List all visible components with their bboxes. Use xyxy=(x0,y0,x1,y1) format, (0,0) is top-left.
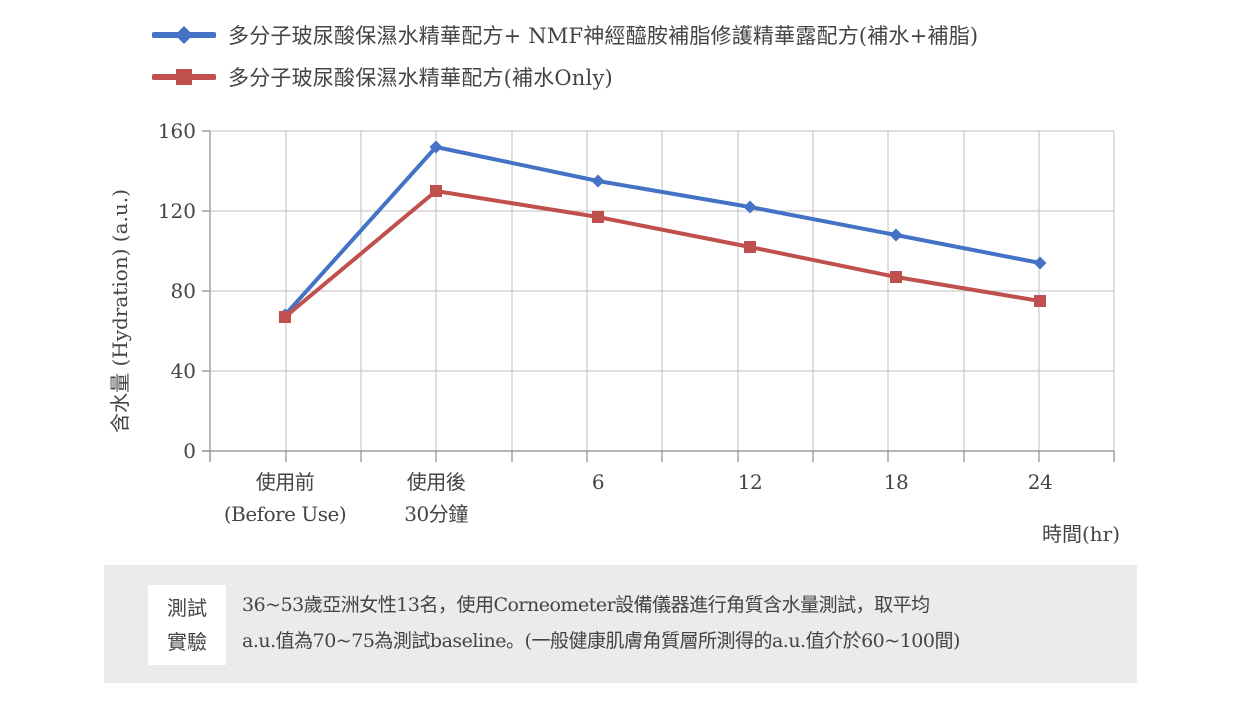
y-tick-label: 0 xyxy=(183,439,196,463)
test-note-line-2: a.u.值為70~75為測試baseline。(一般健康肌膚角質層所測得的a.u… xyxy=(242,630,960,652)
legend-swatch-series-1 xyxy=(152,26,216,44)
legend-label-series-2: 多分子玻尿酸保濕水精華配方(補水Only) xyxy=(228,66,613,90)
x-tick-label: 使用後 xyxy=(407,470,466,494)
x-tick-label: 12 xyxy=(738,470,762,494)
test-note-line-1: 36~53歲亞洲女性13名，使用Corneometer設備儀器進行角質含水量測試… xyxy=(242,594,930,616)
series-1-point xyxy=(743,200,757,214)
legend-item-series-1: 多分子玻尿酸保濕水精華配方+ NMF神經醯胺補脂修護精華露配方(補水+補脂) xyxy=(152,14,978,56)
series-1-point xyxy=(591,174,605,188)
x-tick-label: 24 xyxy=(1028,470,1052,494)
y-tick-label: 80 xyxy=(171,279,196,303)
series-2-point xyxy=(430,185,442,197)
series-2-point xyxy=(744,241,756,253)
test-note-tag-line-1: 測試 xyxy=(167,596,207,620)
y-tick-label: 120 xyxy=(158,199,196,223)
x-tick-label: 30分鐘 xyxy=(404,502,468,526)
legend-label-series-1: 多分子玻尿酸保濕水精華配方+ NMF神經醯胺補脂修護精華露配方(補水+補脂) xyxy=(228,24,979,48)
line-chart: 0 40 80 120 160 使用前 (Before Use) 使用後 30分鐘 6 12 18 24… xyxy=(108,119,1120,546)
y-tick-label: 160 xyxy=(158,119,196,143)
series-2-line xyxy=(283,189,1042,319)
x-tick-label: 使用前 xyxy=(256,470,315,494)
series-2-point xyxy=(890,271,902,283)
test-note-tag: 測試 實驗 xyxy=(148,585,226,665)
x-tick-label: (Before Use) xyxy=(224,502,346,526)
series-2-point xyxy=(592,211,604,223)
y-tick-label: 40 xyxy=(171,359,196,383)
legend-swatch-series-2 xyxy=(152,69,216,85)
x-tick-label: 18 xyxy=(884,470,908,494)
x-axis-title: 時間(hr) xyxy=(1042,522,1120,546)
x-tick-label: 6 xyxy=(592,470,604,494)
chart-legend: 多分子玻尿酸保濕水精華配方+ NMF神經醯胺補脂修護精華露配方(補水+補脂) 多… xyxy=(152,14,978,98)
test-note-box: 測試 實驗 36~53歲亞洲女性13名，使用Corneometer設備儀器進行角… xyxy=(104,565,1137,683)
series-1-line xyxy=(283,145,1042,317)
series-1-point xyxy=(889,228,903,242)
test-note-tag-line-2: 實驗 xyxy=(167,630,207,654)
series-2-point xyxy=(1034,295,1046,307)
series-1-point xyxy=(429,140,443,154)
legend-item-series-2: 多分子玻尿酸保濕水精華配方(補水Only) xyxy=(152,56,978,98)
series-1-point xyxy=(1033,256,1047,270)
y-axis-title: 含水量 (Hydration) (a.u.) xyxy=(108,189,132,433)
series-2-point xyxy=(279,311,291,323)
test-note-text: 36~53歲亞洲女性13名，使用Corneometer設備儀器進行角質含水量測試… xyxy=(242,587,1122,659)
